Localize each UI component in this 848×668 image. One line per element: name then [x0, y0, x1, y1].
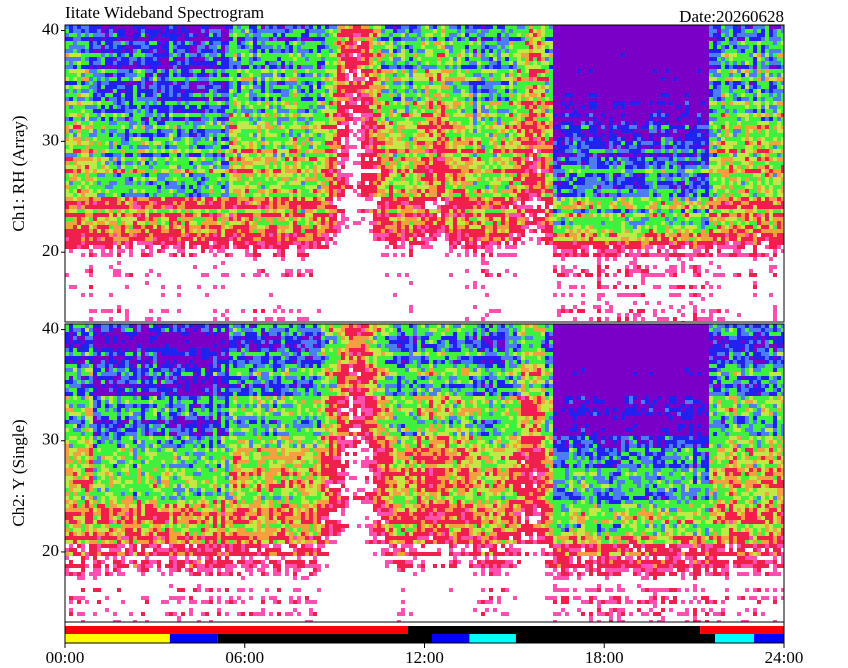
spectrogram-image — [65, 324, 784, 622]
x-tick-label: 24:00 — [765, 648, 804, 667]
status-segment — [169, 634, 218, 643]
spectrogram-cells — [65, 324, 784, 536]
spectrogram-cells — [65, 25, 784, 229]
status-segment — [469, 634, 516, 643]
y-tick-label: 20 — [42, 241, 59, 260]
spectrogram-cells — [65, 324, 784, 500]
spectrogram-cells — [65, 25, 781, 225]
status-segment — [408, 626, 701, 634]
spectrogram-cells — [65, 324, 784, 622]
spectrogram-cells — [65, 368, 784, 622]
spectrogram-cells — [65, 25, 784, 321]
panel-frame — [64, 24, 785, 323]
y-tick-label: 30 — [42, 130, 59, 149]
spectrogram-cells — [65, 324, 784, 556]
status-segment — [754, 634, 784, 643]
spectrogram-cells — [65, 25, 784, 241]
status-segment — [65, 626, 409, 634]
x-tick-label: 00:00 — [46, 648, 85, 667]
spectrogram-cells — [65, 324, 784, 622]
y-tick-label: 20 — [42, 541, 59, 560]
status-segment — [217, 634, 432, 643]
spectrogram-cells — [65, 324, 784, 544]
y-axis-label: Ch2: Y (Single) — [9, 419, 28, 526]
status-segment — [65, 634, 170, 643]
status-segment — [715, 634, 755, 643]
x-tick-label: 06:00 — [225, 648, 264, 667]
y-tick-label: 30 — [42, 430, 59, 449]
y-tick-label: 40 — [42, 19, 59, 38]
spectrogram-cells — [89, 25, 781, 197]
x-tick-label: 18:00 — [585, 648, 624, 667]
date-label: Date:20260628 — [679, 7, 784, 26]
y-axis-label: Ch1: RH (Array) — [9, 115, 28, 231]
status-segment — [515, 634, 716, 643]
status-segment — [431, 634, 470, 643]
spectrogram-cells — [65, 33, 784, 322]
figure-title: Iitate Wideband Spectrogram — [65, 3, 264, 22]
spectrogram-cells — [65, 41, 784, 322]
y-tick-label: 40 — [42, 318, 59, 337]
spectrogram-image — [65, 25, 784, 322]
x-tick-label: 12:00 — [405, 648, 444, 667]
spectrogram-cells — [65, 25, 784, 249]
status-segment — [700, 626, 784, 634]
